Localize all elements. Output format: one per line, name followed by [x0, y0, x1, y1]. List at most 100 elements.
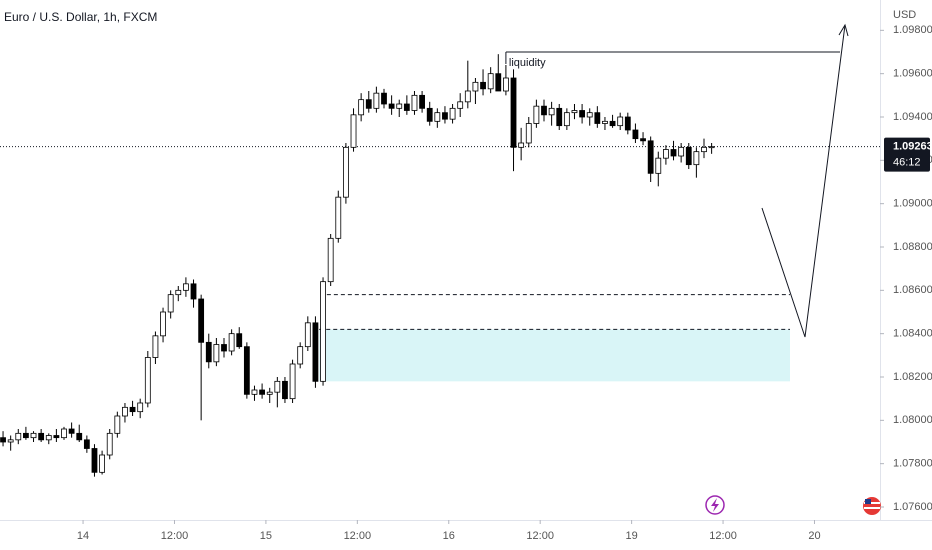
candle-body [91, 448, 98, 473]
countdown-label: 46:12 [893, 157, 921, 169]
candle-body [45, 435, 52, 441]
candle-body [61, 428, 67, 439]
x-tick-label: 12:00 [526, 530, 554, 542]
candle-body [373, 92, 380, 109]
chart-title: Euro / U.S. Dollar, 1h, FXCM [4, 10, 157, 24]
candle-body [358, 99, 365, 116]
candle-body [609, 120, 616, 127]
x-tick-label: 12:00 [344, 530, 372, 542]
candle-body [144, 357, 151, 404]
candle-body [183, 283, 189, 291]
candle-body [457, 101, 464, 109]
candle-body [396, 103, 403, 109]
candle-body [99, 454, 105, 473]
candle-body [655, 157, 662, 174]
candle-body [411, 94, 418, 111]
candle-body [449, 107, 456, 120]
price-tag-label: 1.09263 [893, 141, 932, 153]
candle-body [251, 389, 258, 395]
plot-area: liquidity [0, 51, 880, 477]
candle-body [678, 146, 685, 157]
candle-body [472, 81, 479, 92]
y-tick-label: 1.09800 [893, 24, 932, 36]
candle-body [617, 116, 624, 127]
candle-body [289, 363, 296, 400]
candle-body [221, 344, 227, 352]
candle-body [487, 73, 494, 90]
arrow-head [838, 23, 849, 37]
candle-body [30, 432, 37, 439]
candle-body [266, 391, 273, 395]
candle-body [541, 105, 547, 116]
candle-body [548, 107, 555, 116]
candle-body [632, 129, 639, 140]
candle-body [228, 333, 235, 352]
candle-body [274, 380, 281, 393]
candle-body [419, 94, 425, 109]
candle-body [624, 116, 631, 131]
candle-body [602, 120, 608, 124]
candle-body [464, 90, 471, 103]
candle-body [350, 114, 357, 148]
candle-body [480, 81, 486, 90]
lightning-icon[interactable] [705, 495, 725, 515]
candle-body [510, 77, 517, 148]
candle-body [282, 380, 288, 400]
candle-body [152, 335, 159, 358]
x-tick-label: 14 [77, 530, 89, 542]
candle-body [243, 346, 250, 395]
candle-body [327, 237, 334, 283]
candle-body [503, 77, 509, 92]
candle-body [442, 112, 448, 120]
x-tick-label: 15 [260, 530, 272, 542]
candle-body [647, 140, 654, 174]
candle-body [304, 322, 311, 348]
candle-body [525, 123, 532, 144]
x-tick-label: 19 [625, 530, 637, 542]
candle-body [167, 294, 174, 313]
candle-body [579, 110, 585, 118]
candle-body [175, 289, 182, 296]
y-tick-label: 1.08600 [893, 284, 932, 296]
candle-body [38, 432, 45, 441]
x-tick-label: 12:00 [709, 530, 737, 542]
demand-zone [319, 329, 790, 382]
candle-body [7, 439, 14, 443]
candle-body [190, 283, 197, 300]
candle-body [205, 341, 212, 363]
y-tick-label: 1.09000 [893, 198, 932, 210]
candle-body [335, 196, 342, 239]
candle-body [236, 333, 243, 348]
candle-body [213, 344, 220, 363]
candle-body [297, 346, 304, 365]
candle-body [495, 73, 502, 92]
y-tick-label: 1.07600 [893, 501, 932, 513]
candle-body [533, 105, 540, 124]
candle-body [381, 92, 387, 105]
x-tick-label: 20 [808, 530, 820, 542]
candle-body [640, 138, 646, 142]
x-tick-label: 12:00 [161, 530, 189, 542]
flag-icon[interactable] [863, 497, 881, 515]
candle-body [556, 107, 563, 127]
x-tick-label: 16 [443, 530, 455, 542]
candle-body [137, 402, 144, 413]
candle-body [365, 99, 372, 109]
candle-body [708, 146, 715, 149]
projection-arrow [761, 24, 846, 338]
candle-body [259, 389, 265, 395]
candle-body [0, 437, 6, 443]
y-tick-label: 1.08800 [893, 241, 932, 253]
candle-body [663, 149, 669, 159]
candle-body [388, 103, 395, 109]
candle-body [586, 112, 593, 118]
candle-body [426, 107, 433, 122]
candle-body [129, 406, 136, 413]
candle-body [312, 322, 319, 382]
candle-body [701, 146, 707, 153]
candle-body [83, 439, 90, 449]
candle-body [198, 298, 205, 343]
y-tick-label: 1.07800 [893, 458, 932, 470]
